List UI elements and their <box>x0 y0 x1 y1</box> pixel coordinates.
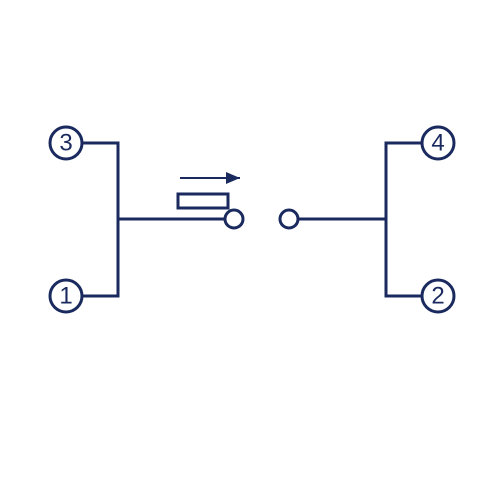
diagram-background <box>0 0 500 500</box>
switch-schematic: 3 1 4 2 <box>0 0 500 500</box>
terminal-4-label: 4 <box>431 130 444 157</box>
terminal-3-label: 3 <box>59 130 72 157</box>
contact-node-1 <box>280 210 298 228</box>
terminal-1-label: 1 <box>59 283 72 310</box>
terminal-2-label: 2 <box>431 283 444 310</box>
contact-node-0 <box>225 210 243 228</box>
